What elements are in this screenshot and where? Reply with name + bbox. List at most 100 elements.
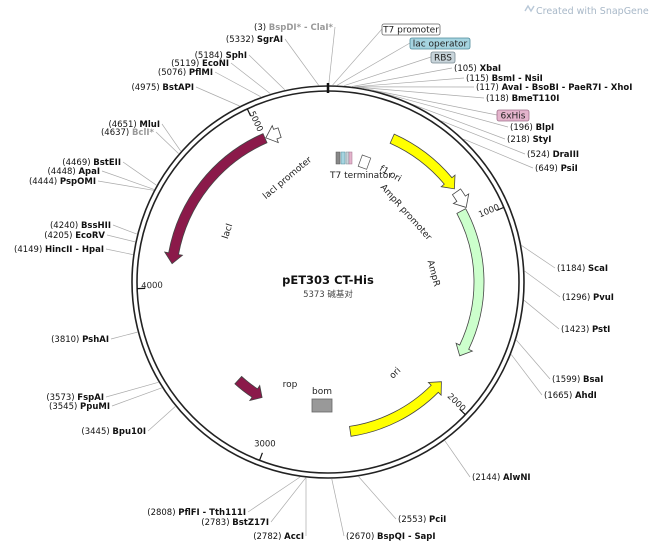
site-leader-line <box>510 354 543 396</box>
site-econi: (5119) EcoNI <box>171 59 271 94</box>
site-enzyme-name: HincII <box>45 245 72 255</box>
site-acci: (2782) AccI <box>253 477 307 542</box>
feature-arrow-shape <box>265 124 282 144</box>
site-leader-line <box>354 77 465 88</box>
site-leader-line <box>248 54 286 91</box>
site-enzyme-name: Tth111I <box>209 508 246 518</box>
site-label: (524) DraIII <box>527 150 579 160</box>
site-leader-line <box>105 381 159 398</box>
site-position: (4637) <box>101 128 132 138</box>
feature-label-bom: bom <box>312 387 332 397</box>
ruler-tick-label: 5000 <box>246 110 264 134</box>
site-enzyme-name: BlpI <box>536 123 555 133</box>
site-leader-line <box>214 71 262 98</box>
site-position: (4205) <box>44 231 75 241</box>
site-enzyme-name: - <box>72 245 81 255</box>
site-position: (118) <box>486 94 512 104</box>
site-position: (5119) <box>171 59 202 69</box>
site-enzyme-name: BspQI <box>377 532 405 542</box>
site-position: (2553) <box>398 515 429 525</box>
ruler-tick-label: 4000 <box>141 281 163 292</box>
site-label: (218) StyI <box>507 135 551 145</box>
site-pcii: (2553) PciI <box>358 476 446 525</box>
site-enzyme-name: AlwNI <box>503 473 531 483</box>
site-position: (1296) <box>562 293 593 303</box>
site-label: (3545) PpuMI <box>49 402 110 412</box>
callout-box <box>381 23 441 36</box>
site-alwni: (2144) AlwNI <box>444 440 531 483</box>
site-enzyme-name: PflMI <box>189 68 213 78</box>
site-ppumi: (3545) PpuMI <box>49 387 162 412</box>
site-label: (5184) SphI <box>195 51 247 61</box>
site-draiii: (524) DraIII <box>441 120 579 160</box>
site-fspai: (3573) FspAI <box>46 381 159 403</box>
site-leader-line <box>230 62 271 94</box>
site-enzyme-name: MluI <box>139 120 160 130</box>
site-leader-line <box>355 86 485 99</box>
site-enzyme-name: - <box>522 83 531 93</box>
site-enzyme-name: DraIII <box>553 150 579 160</box>
site-scai: (1184) ScaI <box>521 245 608 274</box>
bom-box <box>311 398 333 413</box>
feature-arrow-shape <box>455 208 485 357</box>
site-label: (3) BspDI* - ClaI* <box>254 23 334 33</box>
site-bsmi-nsii: (115) BsmI - NsiI <box>354 74 543 88</box>
site-enzyme-name: XhoI <box>611 83 633 93</box>
site-label: (115) BsmI - NsiI <box>466 74 543 84</box>
site-enzyme-name: BstZ17I <box>232 518 269 528</box>
site-hincii-hpai: (4149) HincII - HpaI <box>14 245 133 255</box>
site-enzyme-name: SgrAI <box>257 35 283 45</box>
snapgene-logo-icon <box>524 4 535 13</box>
site-enzyme-name: - <box>601 83 610 93</box>
site-enzyme-name: BspDI* <box>269 23 302 33</box>
site-position: (3) <box>254 23 269 33</box>
site-sphi: (5184) SphI <box>195 51 286 91</box>
callout-text: RBS <box>434 54 452 64</box>
credit-text: Created with SnapGene® <box>536 6 649 17</box>
site-label: (1599) BsaI <box>552 375 603 385</box>
site-ahdi: (1665) AhdI <box>510 354 597 401</box>
site-label: (3445) Bpu10I <box>81 427 146 437</box>
site-pvui: (1296) PvuI <box>524 270 614 303</box>
site-enzyme-name: PspOMI <box>60 177 96 187</box>
site-leader-line <box>112 224 138 235</box>
site-bsshii: (4240) BssHII <box>50 221 138 235</box>
ruler-tick-mark <box>258 452 263 461</box>
site-enzyme-name: - <box>559 83 568 93</box>
ruler-tick-label: 2000 <box>445 392 468 414</box>
site-leader-line <box>444 440 471 478</box>
site-position: (4448) <box>47 167 78 177</box>
feature-laci-promoter <box>265 124 282 144</box>
site-position: (4240) <box>50 221 81 231</box>
site-enzyme-name: BstEII <box>93 158 121 168</box>
site-enzyme-name: StyI <box>533 135 552 145</box>
ruler-tick-label: 3000 <box>254 439 276 449</box>
callout-leader-line <box>343 56 432 86</box>
site-position: (117) <box>476 83 502 93</box>
feature-arrow-shape <box>349 381 442 437</box>
feature-label-ampr: AmpR <box>425 259 442 288</box>
snapgene-credit: Created with SnapGene® <box>524 4 649 17</box>
site-position: (1599) <box>552 375 583 385</box>
feature-ampr <box>455 208 485 357</box>
site-position: (3573) <box>46 393 77 403</box>
site-position: (2808) <box>147 508 178 518</box>
site-label: (117) AvaI - BsoBI - PaeR7I - XhoI <box>476 83 632 93</box>
site-label: (5332) SgrAI <box>226 35 283 45</box>
callout-box <box>496 109 530 122</box>
site-leader-line <box>328 26 336 86</box>
site-enzyme-name: SapI <box>414 532 435 542</box>
callout-text: 6xHis <box>500 112 525 122</box>
site-enzyme-name: EcoNI <box>202 59 229 69</box>
ruler-tick-mark <box>496 206 505 212</box>
site-enzyme-name: SphI <box>226 51 247 61</box>
site-position: (2783) <box>201 518 232 528</box>
site-psii: (649) PsiI <box>463 138 578 174</box>
site-enzyme-name: BsoBI <box>532 83 559 93</box>
site-leader-line <box>122 161 157 186</box>
site-xbai: (105) XbaI <box>352 64 501 87</box>
site-label: (1423) PstI <box>561 325 610 335</box>
site-bmet110i: (118) BmeT110I <box>355 86 559 104</box>
site-apai: (4448) ApaI <box>47 167 155 190</box>
